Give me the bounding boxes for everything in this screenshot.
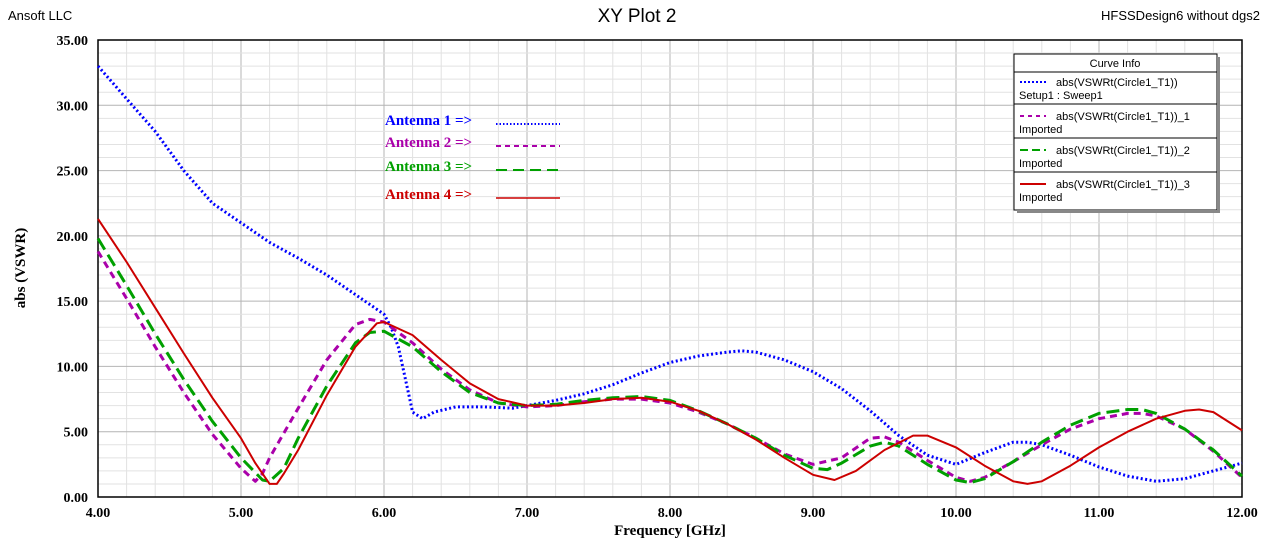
antenna-annotation-3: Antenna 3 => xyxy=(385,159,472,175)
legend-entry-sub-3: Imported xyxy=(1019,158,1062,170)
curve-info-legend[interactable]: Curve Info abs(VSWRt(Circle1_T1))Setup1 … xyxy=(1013,53,1220,213)
antenna-annotations: Antenna 1 => Antenna 2 => Antenna 3 => Ante… xyxy=(385,113,560,203)
legend-shadow-bottom xyxy=(1017,210,1220,213)
legend-entry-name-2: abs(VSWRt(Circle1_T1))_1 xyxy=(1056,111,1190,123)
series-line-1 xyxy=(96,65,1243,483)
legend-shadow xyxy=(1217,57,1220,213)
legend-title: Curve Info xyxy=(1090,58,1141,70)
series-line-4 xyxy=(97,218,1243,485)
legend-entry-name-3: abs(VSWRt(Circle1_T1))_2 xyxy=(1056,145,1190,157)
y-tick-label: 5.00 xyxy=(64,426,89,441)
legend-entries: abs(VSWRt(Circle1_T1))Setup1 : Sweep1 abs… xyxy=(1014,77,1217,204)
x-tick-label: 7.00 xyxy=(515,506,540,521)
legend-entry-sub-1: Setup1 : Sweep1 xyxy=(1019,90,1103,102)
x-tick-label: 8.00 xyxy=(658,506,683,521)
x-tick-label: 11.00 xyxy=(1084,506,1115,521)
y-axis-label: abs (VSWR) xyxy=(13,228,29,308)
legend-entry-name-1: abs(VSWRt(Circle1_T1)) xyxy=(1056,77,1178,89)
x-tick-label: 12.00 xyxy=(1226,506,1258,521)
legend-entry-sub-2: Imported xyxy=(1019,124,1062,136)
y-tick-label: 25.00 xyxy=(57,165,89,180)
tick-labels: 4.00 5.00 6.00 7.00 8.00 9.00 10.00 11.00 12.00 0… xyxy=(57,34,1258,521)
x-tick-label: 5.00 xyxy=(229,506,254,521)
y-tick-label: 35.00 xyxy=(57,34,89,49)
y-tick-label: 10.00 xyxy=(57,360,89,375)
x-axis-label: Frequency [GHz] xyxy=(614,523,726,539)
legend-box xyxy=(1013,53,1218,211)
antenna-annotation-1: Antenna 1 => xyxy=(385,113,472,129)
plot-frame xyxy=(97,39,1243,498)
series-line-2 xyxy=(96,250,1244,483)
x-tick-label: 9.00 xyxy=(801,506,826,521)
antenna-annotation-2: Antenna 2 => xyxy=(385,135,472,151)
y-tick-label: 0.00 xyxy=(64,491,89,506)
y-tick-label: 15.00 xyxy=(57,295,89,310)
x-tick-label: 10.00 xyxy=(940,506,972,521)
legend-entry-sub-4: Imported xyxy=(1019,192,1062,204)
legend-entry-name-4: abs(VSWRt(Circle1_T1))_3 xyxy=(1056,179,1190,191)
antenna-annotation-4: Antenna 4 => xyxy=(385,187,472,203)
design-name: HFSSDesign6 without dgs2 xyxy=(1101,8,1260,23)
curves xyxy=(96,65,1244,485)
x-tick-label: 6.00 xyxy=(372,506,397,521)
x-tick-label: 4.00 xyxy=(86,506,111,521)
plot-title: XY Plot 2 xyxy=(597,6,677,27)
y-tick-label: 30.00 xyxy=(57,99,89,114)
company-label: Ansoft LLC xyxy=(8,8,73,23)
y-tick-label: 20.00 xyxy=(57,230,89,245)
